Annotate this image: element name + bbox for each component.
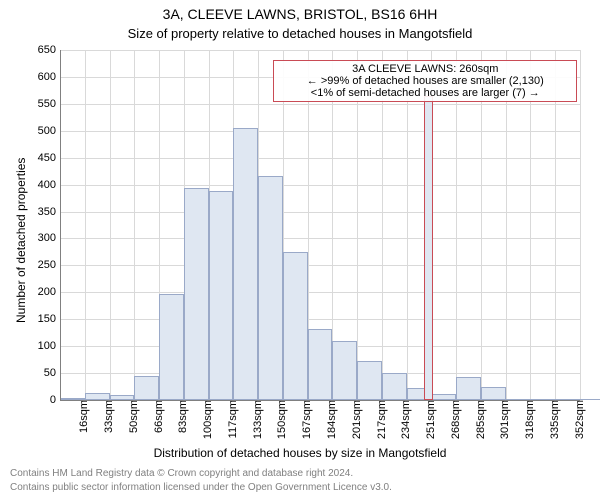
gridline-h <box>60 158 580 159</box>
xtick-label: 251sqm <box>423 400 437 439</box>
property-callout: 3A CLEEVE LAWNS: 260sqm← >99% of detache… <box>273 60 577 102</box>
gridline-v <box>506 50 507 400</box>
ytick-label: 550 <box>38 98 60 110</box>
xtick-label: 184sqm <box>324 400 338 439</box>
gridline-h <box>60 265 580 266</box>
ytick-label: 450 <box>38 152 60 164</box>
histogram-bar <box>233 128 258 400</box>
histogram-bar <box>308 329 333 400</box>
gridline-h <box>60 292 580 293</box>
histogram-bar <box>159 294 184 400</box>
chart-subtitle: Size of property relative to detached ho… <box>0 26 600 41</box>
footer-line-1: Contains HM Land Registry data © Crown c… <box>10 468 353 479</box>
histogram-bar <box>382 373 407 400</box>
ytick-label: 600 <box>38 71 60 83</box>
gridline-v <box>530 50 531 400</box>
y-axis-line <box>60 50 61 400</box>
xtick-label: 217sqm <box>374 400 388 439</box>
histogram-bar <box>283 252 308 400</box>
chart-container: { "titles": { "line1": "3A, CLEEVE LAWNS… <box>0 0 600 500</box>
gridline-v <box>555 50 556 400</box>
ytick-label: 500 <box>38 125 60 137</box>
ytick-label: 100 <box>38 340 60 352</box>
gridline-h <box>60 131 580 132</box>
gridline-h <box>60 238 580 239</box>
ytick-label: 250 <box>38 259 60 271</box>
ytick-label: 200 <box>38 286 60 298</box>
histogram-bar <box>184 188 209 400</box>
histogram-bar <box>209 191 234 400</box>
xtick-label: 83sqm <box>175 400 189 433</box>
histogram-bar <box>357 361 382 400</box>
gridline-v <box>134 50 135 400</box>
gridline-h <box>60 50 580 51</box>
gridline-h <box>60 212 580 213</box>
xtick-label: 33sqm <box>101 400 115 433</box>
callout-line: ← >99% of detached houses are smaller (2… <box>278 75 572 87</box>
ytick-label: 300 <box>38 232 60 244</box>
xtick-label: 318sqm <box>522 400 536 439</box>
callout-line: 3A CLEEVE LAWNS: 260sqm <box>278 63 572 75</box>
x-axis-label: Distribution of detached houses by size … <box>0 446 600 460</box>
gridline-h <box>60 185 580 186</box>
xtick-label: 285sqm <box>473 400 487 439</box>
gridline-v <box>481 50 482 400</box>
ytick-label: 350 <box>38 206 60 218</box>
ytick-label: 650 <box>38 44 60 56</box>
histogram-bar <box>456 377 481 400</box>
histogram-bar <box>481 387 506 400</box>
xtick-label: 100sqm <box>200 400 214 439</box>
gridline-v <box>580 50 581 400</box>
gridline-v <box>85 50 86 400</box>
xtick-label: 66sqm <box>151 400 165 433</box>
gridline-h <box>60 104 580 105</box>
plot-area: 0501001502002503003504004505005506006501… <box>60 50 580 400</box>
xtick-label: 133sqm <box>250 400 264 439</box>
x-axis-line <box>60 400 580 401</box>
highlighted-property-bar <box>424 96 433 400</box>
ytick-label: 150 <box>38 313 60 325</box>
xtick-label: 268sqm <box>448 400 462 439</box>
xtick-label: 352sqm <box>572 400 586 439</box>
gridline-v <box>382 50 383 400</box>
xtick-label: 117sqm <box>225 400 239 438</box>
gridline-v <box>456 50 457 400</box>
ytick-label: 400 <box>38 179 60 191</box>
gridline-v <box>357 50 358 400</box>
histogram-bar <box>258 176 283 400</box>
xtick-label: 301sqm <box>497 400 511 439</box>
histogram-bar <box>332 341 357 400</box>
xtick-label: 234sqm <box>398 400 412 439</box>
xtick-label: 16sqm <box>76 400 90 433</box>
y-axis-label: Number of detached properties <box>14 158 28 323</box>
xtick-label: 335sqm <box>547 400 561 439</box>
gridline-v <box>110 50 111 400</box>
histogram-bar <box>134 376 159 400</box>
gridline-v <box>407 50 408 400</box>
xtick-label: 150sqm <box>274 400 288 439</box>
chart-title: 3A, CLEEVE LAWNS, BRISTOL, BS16 6HH <box>0 6 600 22</box>
xtick-label: 167sqm <box>299 400 313 439</box>
xtick-label: 50sqm <box>126 400 140 433</box>
callout-line: <1% of semi-detached houses are larger (… <box>278 87 572 99</box>
footer-line-2: Contains public sector information licen… <box>10 482 392 493</box>
ytick-label: 50 <box>44 367 60 379</box>
gridline-h <box>60 319 580 320</box>
xtick-label: 201sqm <box>349 400 363 439</box>
histogram-bar <box>85 393 110 400</box>
ytick-label: 0 <box>50 394 60 406</box>
